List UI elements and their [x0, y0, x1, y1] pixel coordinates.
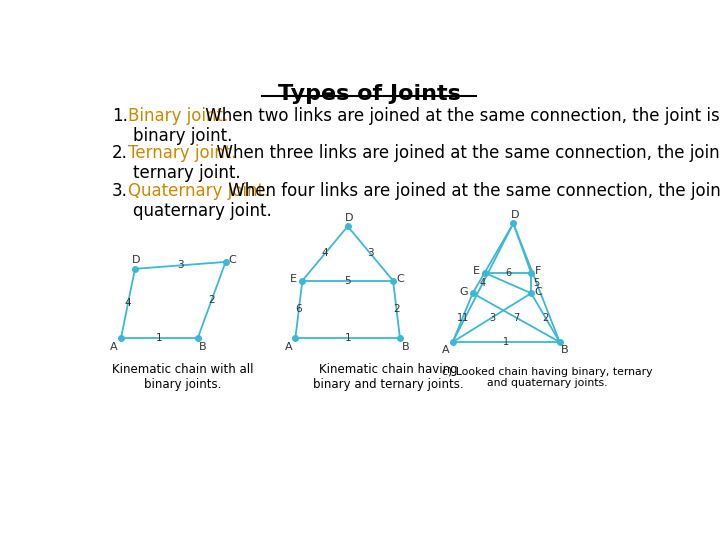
Text: 2: 2: [542, 313, 549, 322]
Text: E: E: [290, 274, 297, 284]
Text: Quaternary joint.: Quaternary joint.: [128, 182, 270, 200]
Text: 5: 5: [534, 278, 539, 288]
Text: 6: 6: [505, 268, 511, 278]
Text: C: C: [396, 274, 404, 284]
Text: binary joint.: binary joint.: [132, 127, 232, 145]
Text: 1: 1: [344, 333, 351, 343]
Text: 1: 1: [156, 333, 163, 343]
Text: 2.: 2.: [112, 144, 127, 162]
Text: When two links are joined at the same connection, the joint is known as: When two links are joined at the same co…: [200, 107, 720, 125]
Text: quaternary joint.: quaternary joint.: [132, 202, 271, 220]
Text: D: D: [132, 255, 140, 265]
Text: Kinematic chain with all
binary joints.: Kinematic chain with all binary joints.: [112, 363, 253, 391]
Text: B: B: [402, 342, 409, 352]
Text: A: A: [110, 342, 118, 352]
Text: 3: 3: [489, 313, 495, 322]
Text: D: D: [345, 213, 354, 223]
Text: D: D: [510, 210, 519, 220]
Text: 6: 6: [295, 305, 302, 314]
Text: 3: 3: [367, 248, 374, 259]
Text: B: B: [562, 346, 569, 355]
Text: 3.: 3.: [112, 182, 127, 200]
Text: 2: 2: [393, 305, 400, 314]
Text: 2: 2: [208, 295, 215, 305]
Text: 1.: 1.: [112, 107, 127, 125]
Text: 1: 1: [503, 337, 509, 347]
Text: G: G: [460, 287, 469, 296]
Text: A: A: [442, 346, 449, 355]
Text: C: C: [229, 255, 236, 265]
Text: 5: 5: [344, 275, 351, 286]
Text: Kinematic chain having
binary and ternary joints.: Kinematic chain having binary and ternar…: [313, 363, 464, 391]
Text: 7: 7: [513, 313, 519, 322]
Text: B: B: [199, 342, 207, 352]
Text: c) Looked chain having binary, ternary
and quaternary joints.: c) Looked chain having binary, ternary a…: [442, 367, 652, 388]
Text: 4: 4: [322, 248, 328, 259]
Text: A: A: [284, 342, 292, 352]
Text: Types of Joints: Types of Joints: [278, 84, 460, 104]
Text: 3: 3: [177, 260, 184, 271]
Text: When three links are joined at the same connection, the joint is known as: When three links are joined at the same …: [206, 144, 720, 162]
Text: When four links are joined at the same connection, the joint is called a: When four links are joined at the same c…: [222, 182, 720, 200]
Text: 11: 11: [456, 313, 469, 322]
Text: C: C: [534, 287, 542, 296]
Text: Ternary joint.: Ternary joint.: [128, 144, 237, 162]
Text: Binary joint.: Binary joint.: [128, 107, 229, 125]
Text: ternary joint.: ternary joint.: [132, 164, 240, 182]
Text: E: E: [473, 266, 480, 276]
Text: 4: 4: [480, 278, 486, 288]
Text: F: F: [535, 266, 541, 276]
Text: 4: 4: [125, 299, 131, 308]
